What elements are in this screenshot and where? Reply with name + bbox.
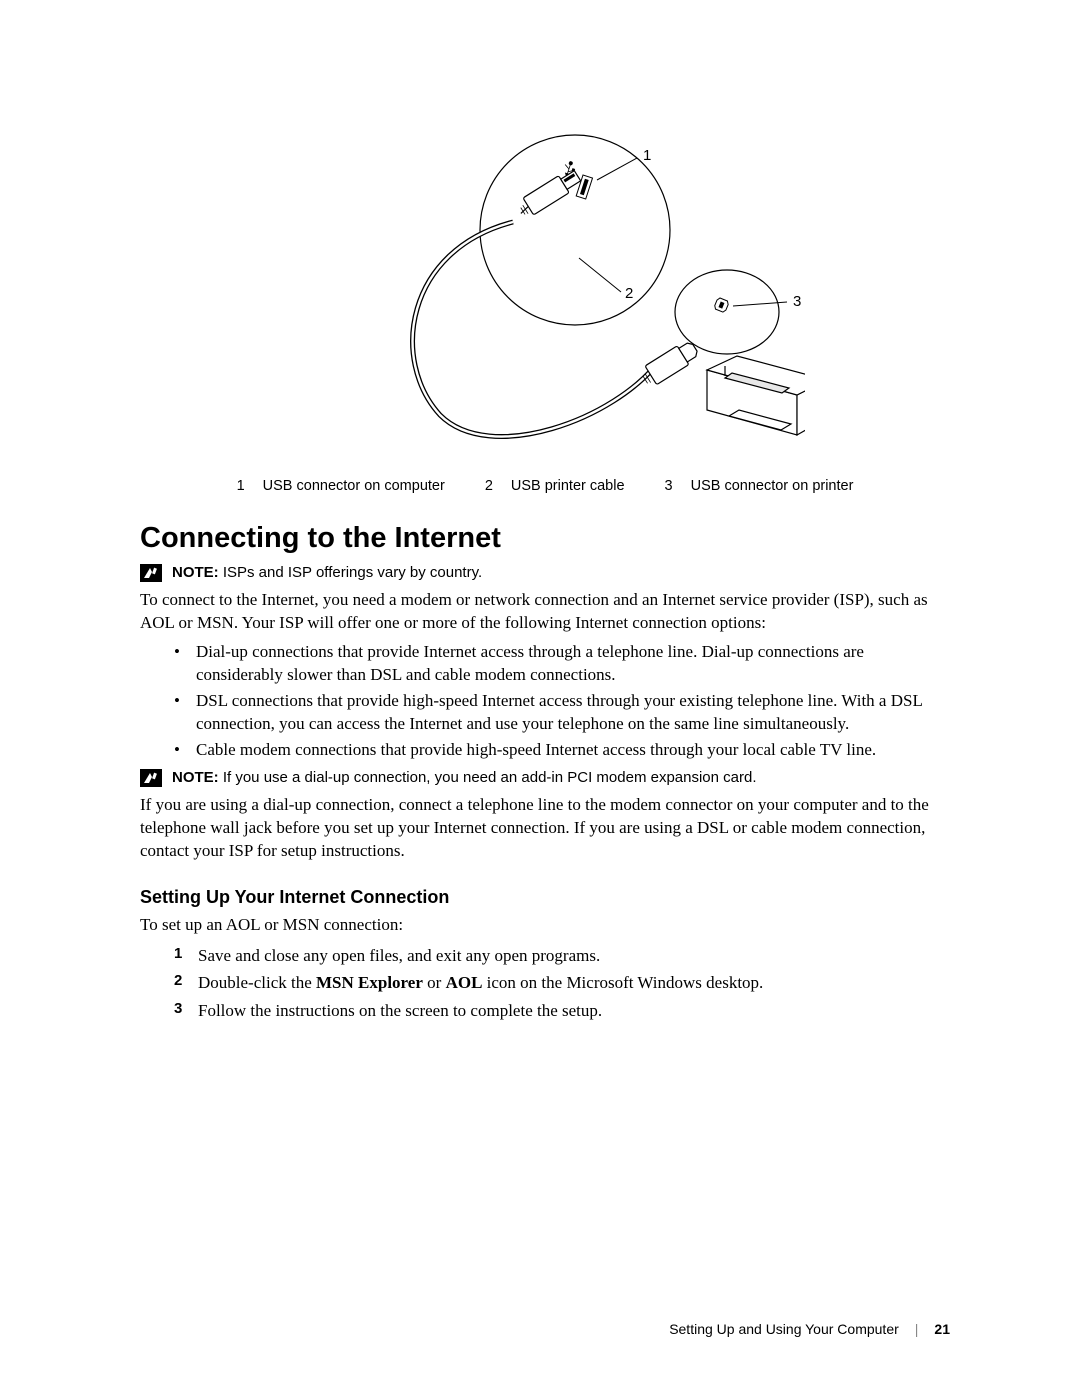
setup-steps: Save and close any open files, and exit … [140,943,950,1024]
bold-text: MSN Explorer [316,973,423,992]
intro-paragraph: To connect to the Internet, you need a m… [140,589,950,635]
legend-num: 2 [485,478,493,494]
page-footer: Setting Up and Using Your Computer | 21 [669,1321,950,1337]
callout-2: 2 [625,285,633,302]
note-block: NOTE: If you use a dial-up connection, y… [140,768,950,788]
legend-item: 3 USB connector on printer [665,478,854,494]
paragraph: If you are using a dial-up connection, c… [140,794,950,863]
note-icon [140,769,162,787]
connection-options-list: Dial-up connections that provide Interne… [140,641,950,762]
section-title: Connecting to the Internet [140,522,950,555]
step-item: Save and close any open files, and exit … [174,943,950,969]
bold-text: AOL [446,973,483,992]
footer-divider: | [915,1321,919,1337]
legend-label: USB printer cable [511,478,625,494]
note-text: NOTE: ISPs and ISP offerings vary by cou… [172,563,482,583]
legend-num: 3 [665,478,673,494]
usb-diagram: 1 2 3 [140,130,950,470]
subsection-title: Setting Up Your Internet Connection [140,887,950,908]
usb-connection-illustration: 1 2 3 [285,130,805,460]
chapter-title: Setting Up and Using Your Computer [669,1321,899,1337]
step-item: Follow the instructions on the screen to… [174,998,950,1024]
note-body: ISPs and ISP offerings vary by country. [219,564,482,581]
legend-item: 2 USB printer cable [485,478,625,494]
note-label: NOTE: [172,564,219,581]
note-block: NOTE: ISPs and ISP offerings vary by cou… [140,563,950,583]
note-icon [140,564,162,582]
page-number: 21 [934,1321,950,1337]
legend-label: USB connector on computer [263,478,445,494]
legend-item: 1 USB connector on computer [237,478,445,494]
note-body: If you use a dial-up connection, you nee… [219,769,757,786]
callout-1: 1 [643,147,651,164]
legend-num: 1 [237,478,245,494]
sub-intro: To set up an AOL or MSN connection: [140,914,950,937]
list-item: Dial-up connections that provide Interne… [174,641,950,687]
note-label: NOTE: [172,769,219,786]
document-page: 1 2 3 1 USB connector on computer 2 USB … [0,0,1080,1397]
list-item: Cable modem connections that provide hig… [174,739,950,762]
list-item: DSL connections that provide high-speed … [174,690,950,736]
callout-3: 3 [793,293,801,310]
diagram-legend: 1 USB connector on computer 2 USB printe… [140,478,950,494]
step-item: Double-click the MSN Explorer or AOL ico… [174,970,950,996]
legend-label: USB connector on printer [691,478,854,494]
note-text: NOTE: If you use a dial-up connection, y… [172,768,757,788]
